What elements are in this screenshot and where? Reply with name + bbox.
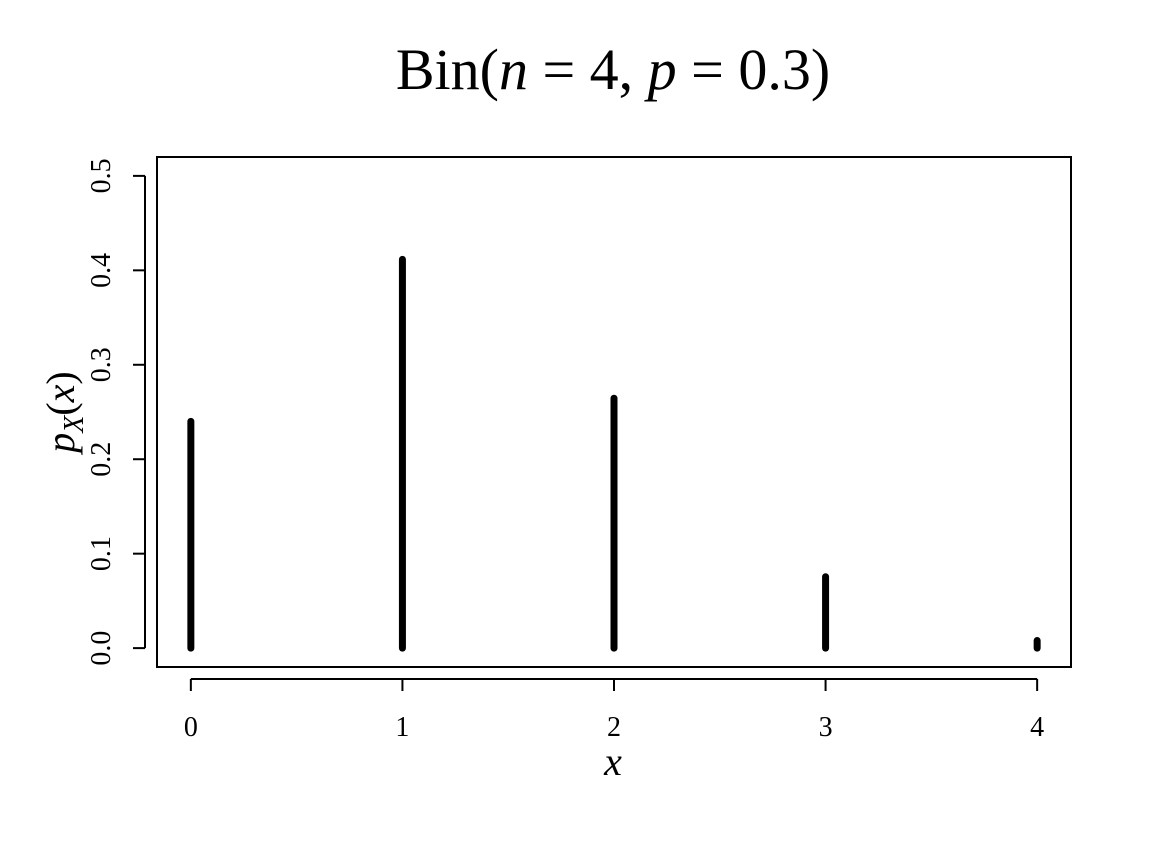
y-tick-label: 0.3 (86, 347, 117, 382)
title-n-symbol: n (499, 37, 528, 102)
y-label-open: ( (38, 402, 83, 415)
title-prefix: Bin( (396, 37, 499, 102)
y-label-subscript: X (59, 415, 90, 434)
y-tick-label: 0.5 (86, 158, 117, 193)
x-tick-label: 4 (1030, 712, 1044, 743)
title-p-symbol: p (644, 37, 677, 102)
y-tick-label: 0.4 (86, 253, 117, 288)
chart-title: Bin(n = 4, p = 0.3) (396, 37, 830, 102)
y-axis: 0.0 0.1 0.2 0.3 0.4 0.5 (86, 158, 146, 666)
x-axis: 0 1 2 3 4 (184, 678, 1044, 743)
title-eq1: = 4, (528, 37, 648, 102)
y-tick-label: 0.1 (86, 536, 117, 571)
y-label-base: p (38, 433, 83, 456)
x-tick-label: 1 (395, 712, 409, 743)
bar-series (187, 255, 1041, 652)
y-axis-label: pX(x) (38, 371, 90, 456)
x-tick-label: 3 (819, 712, 833, 743)
x-axis-label: x (603, 739, 622, 784)
x-tick-label: 0 (184, 712, 198, 743)
title-eq2: = 0.3) (677, 37, 831, 102)
plot-frame (156, 156, 1072, 668)
x-tick-label: 2 (607, 712, 621, 743)
y-label-arg: x (38, 384, 83, 403)
y-tick-label: 0.0 (86, 631, 117, 666)
y-tick-label: 0.2 (86, 442, 117, 477)
y-label-close: ) (38, 371, 83, 384)
